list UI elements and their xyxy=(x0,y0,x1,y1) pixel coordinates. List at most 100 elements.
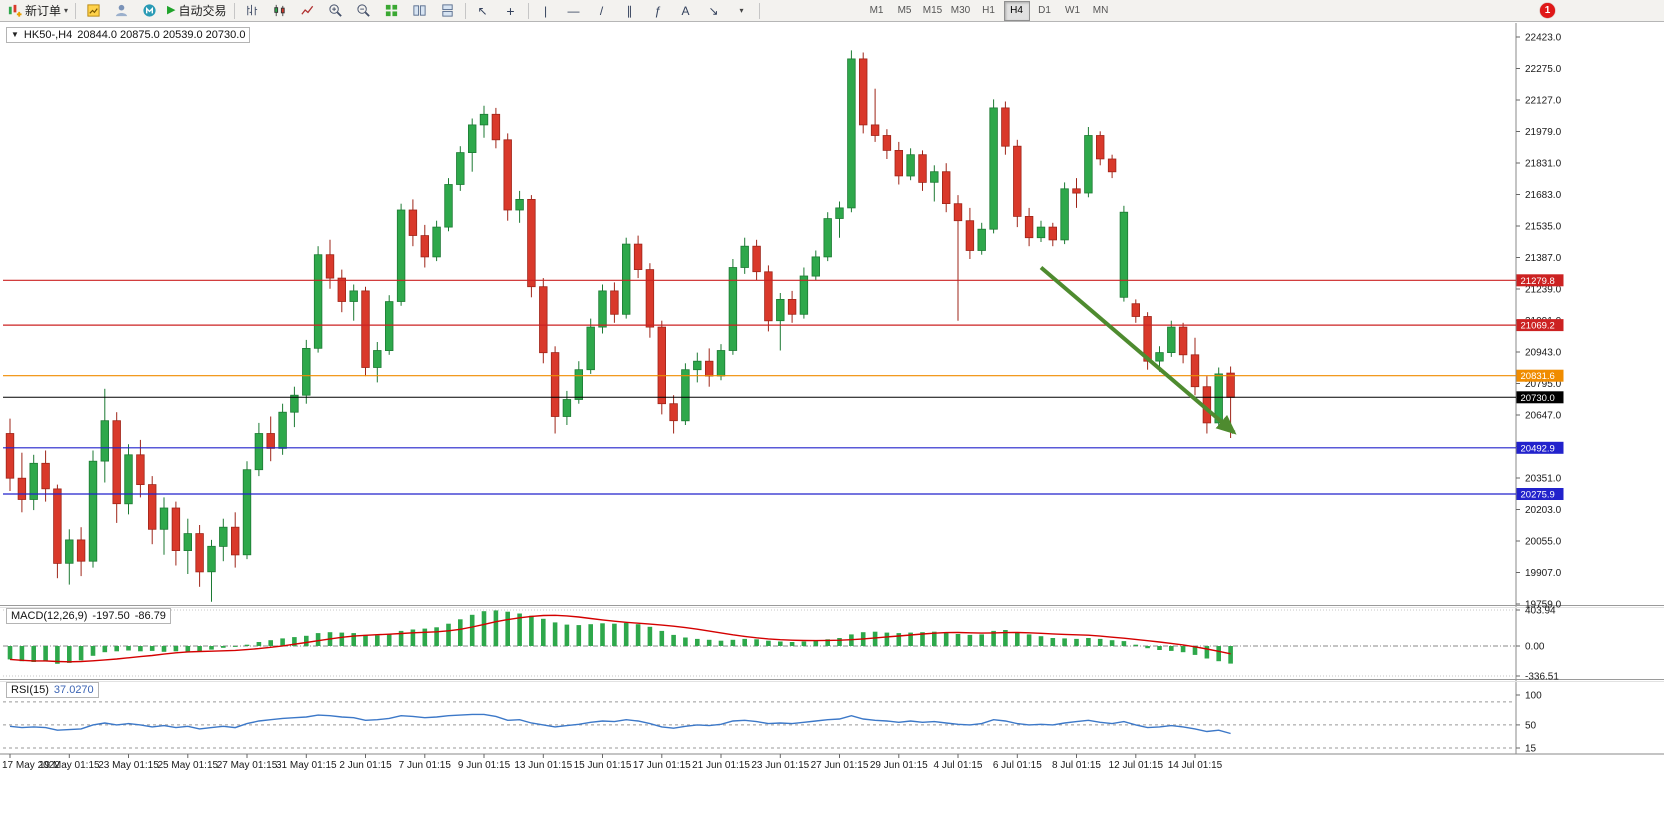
macd-bar xyxy=(1086,638,1091,646)
new-order-icon xyxy=(8,4,22,17)
macd-bar xyxy=(872,631,878,646)
price-axis[interactable] xyxy=(1516,23,1664,754)
time-axis-label: 13 Jun 01:15 xyxy=(514,760,572,771)
macd-bar xyxy=(1157,646,1162,650)
candle-body xyxy=(657,326,666,405)
macd-bar xyxy=(31,646,36,662)
separator xyxy=(527,2,529,19)
line-chart-button[interactable] xyxy=(294,0,322,22)
metaquotes-icon xyxy=(142,4,156,17)
timeframe-w1[interactable]: W1 xyxy=(1065,5,1081,16)
zoom-in-button[interactable] xyxy=(322,0,350,22)
candle-body xyxy=(88,460,98,562)
fibonacci-button[interactable]: ƒ xyxy=(644,0,672,22)
price-tag xyxy=(1516,319,1564,332)
metaquotes-button[interactable] xyxy=(135,0,163,22)
macd-bar xyxy=(552,622,558,646)
macd-bar xyxy=(102,646,108,653)
time-axis[interactable] xyxy=(0,754,1664,780)
new-chart-button[interactable] xyxy=(79,0,107,22)
shapes-button[interactable]: ▾ xyxy=(728,0,756,22)
timeframe-m15[interactable]: M15 xyxy=(922,5,943,16)
timeframe-h4[interactable]: H4 xyxy=(1003,0,1030,21)
macd-bar xyxy=(398,630,404,647)
zoom-out-button[interactable] xyxy=(350,0,378,22)
time-axis-label: 12 Jul 01:15 xyxy=(1109,760,1164,771)
time-axis-label: 4 Jul 01:15 xyxy=(934,760,983,771)
macd-bar xyxy=(375,635,380,646)
tile-vertical-button[interactable] xyxy=(406,0,434,22)
macd-bar xyxy=(943,632,949,646)
macd-bar xyxy=(576,625,582,646)
crosshair-button[interactable]: + xyxy=(497,0,525,22)
channel-button[interactable]: ∥ xyxy=(616,0,644,22)
candle-body xyxy=(5,433,15,479)
rsi-axis-label: 15 xyxy=(1525,744,1537,755)
macd-axis-label: 0.00 xyxy=(1525,642,1545,653)
macd-bar xyxy=(1097,638,1103,646)
timeframe-d1[interactable]: D1 xyxy=(1038,5,1051,16)
time-axis-label: 7 Jun 01:15 xyxy=(399,760,452,771)
macd-bar xyxy=(55,646,60,664)
macd-bar xyxy=(600,623,605,646)
bar-chart-button[interactable] xyxy=(238,0,266,22)
macd-signal-line xyxy=(9,614,1231,663)
candle-body xyxy=(918,154,927,183)
horizontal-line-button[interactable]: — xyxy=(560,0,588,22)
text-tool-button[interactable]: A xyxy=(672,0,700,22)
candle-body xyxy=(906,154,915,177)
trend-arrow[interactable] xyxy=(1039,265,1237,435)
auto-trading-button[interactable]: ▶ 自动交易 xyxy=(163,0,230,22)
candle-body xyxy=(811,256,820,277)
trendline-button[interactable]: / xyxy=(588,0,616,22)
timeframe-m5[interactable]: M5 xyxy=(897,5,912,16)
candle-body xyxy=(136,454,145,485)
arrow-tool-button[interactable]: ↘ xyxy=(700,0,728,22)
bar-chart-icon xyxy=(247,4,258,16)
macd-bar xyxy=(541,618,546,646)
profiles-button[interactable] xyxy=(107,0,135,22)
vertical-line-icon: | xyxy=(543,3,548,18)
candle-body xyxy=(740,245,749,268)
time-axis-label: 25 May 01:15 xyxy=(157,760,218,771)
tile-windows-button[interactable] xyxy=(378,0,406,22)
macd-bar xyxy=(1180,646,1186,653)
horizontal-line-icon: — xyxy=(567,3,580,18)
candle-body xyxy=(65,539,74,564)
chart-title-box: ▼ HK50-,H4 20844.0 20875.0 20539.0 20730… xyxy=(6,27,251,43)
time-axis-label: 17 May 2022 xyxy=(2,760,60,771)
cursor-button[interactable]: ↖ xyxy=(469,0,497,22)
candle-body xyxy=(1119,211,1129,298)
chart-plot-area[interactable] xyxy=(0,23,1516,754)
collapse-icon[interactable]: ▼ xyxy=(11,30,19,39)
candle-body xyxy=(17,477,27,500)
line-chart-icon xyxy=(301,5,314,15)
macd-bar xyxy=(1003,630,1008,646)
timeframe-h1[interactable]: H1 xyxy=(982,5,995,16)
tile-horizontal-button[interactable] xyxy=(434,0,462,22)
timeframe-mn[interactable]: MN xyxy=(1092,5,1109,16)
vertical-line-button[interactable]: | xyxy=(532,0,560,22)
price-tag xyxy=(1516,488,1564,500)
macd-bar xyxy=(185,646,191,653)
candle-body xyxy=(622,243,631,315)
candlestick-chart-button[interactable] xyxy=(266,0,294,22)
macd-bar xyxy=(505,611,510,646)
macd-bar xyxy=(67,646,72,663)
price-axis-label: 21683.0 xyxy=(1525,190,1562,201)
time-axis-label: 8 Jul 01:15 xyxy=(1052,760,1101,771)
caret-down-icon: ▾ xyxy=(739,6,744,15)
timeframe-m1[interactable]: M1 xyxy=(869,5,884,16)
time-axis-label: 29 Jun 01:15 xyxy=(870,760,928,771)
macd-bar xyxy=(197,646,202,652)
timeframe-m30[interactable]: M30 xyxy=(950,5,971,16)
macd-bar xyxy=(43,646,48,662)
macd-bar xyxy=(659,630,665,647)
new-order-button[interactable]: 新订单 ▾ xyxy=(3,0,72,22)
crosshair-icon: + xyxy=(506,2,515,19)
candle-body xyxy=(1013,145,1022,217)
candle-body xyxy=(254,433,264,471)
notification-badge[interactable]: 1 xyxy=(1540,3,1555,18)
